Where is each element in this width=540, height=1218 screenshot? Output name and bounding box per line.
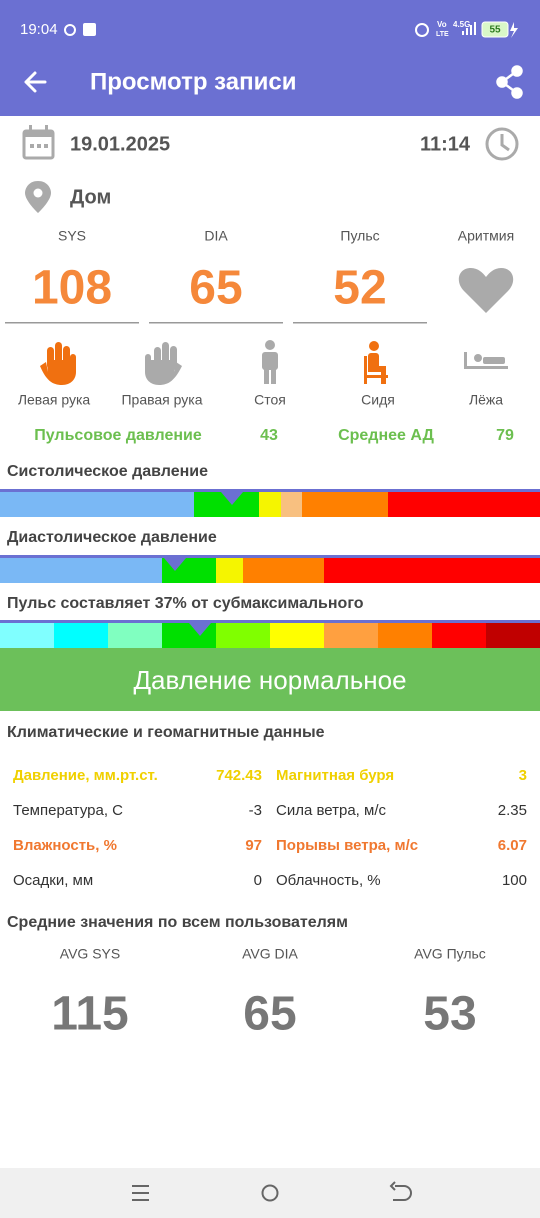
average-label: AVG SYS bbox=[60, 946, 120, 962]
mean-pressure-label: Среднее АД bbox=[338, 427, 434, 444]
position-label: Сидя bbox=[361, 392, 395, 408]
climate-value: 2.35 bbox=[498, 802, 527, 819]
volte-label: Vo bbox=[437, 20, 447, 29]
climate-label: Осадки, мм bbox=[13, 872, 93, 889]
signal-icon bbox=[462, 22, 476, 35]
left-hand-icon bbox=[40, 342, 76, 385]
nav-menu-button[interactable] bbox=[132, 1185, 149, 1201]
climate-value: 3 bbox=[519, 767, 527, 784]
average-label: AVG Пульс bbox=[414, 946, 486, 962]
field-underline bbox=[5, 322, 427, 324]
nav-back-button[interactable] bbox=[389, 1181, 412, 1201]
record-date: 19.01.2025 bbox=[70, 133, 170, 155]
status-time: 19:04 bbox=[20, 21, 58, 38]
lying-icon bbox=[464, 352, 508, 369]
climate-value: 97 bbox=[245, 837, 262, 854]
status-icon bbox=[83, 23, 96, 36]
status-icon bbox=[64, 24, 76, 36]
calendar-icon bbox=[22, 125, 55, 160]
scale-title: Диастолическое давление bbox=[7, 529, 217, 546]
climate-label: Порывы ветра, м/с bbox=[276, 837, 418, 854]
volte-label: LTE bbox=[436, 31, 449, 38]
location-icon bbox=[33, 188, 43, 198]
charging-icon bbox=[510, 22, 518, 38]
record-location: Дом bbox=[70, 186, 111, 208]
climate-label: Влажность, % bbox=[13, 837, 117, 854]
average-value: 115 bbox=[51, 988, 128, 1041]
reading-label: SYS bbox=[58, 228, 86, 244]
pulse-pressure-label: Пульсовое давление bbox=[34, 427, 202, 444]
average-label: AVG DIA bbox=[242, 946, 298, 962]
reading-value: 65 bbox=[189, 262, 242, 315]
nav-bar bbox=[0, 1168, 540, 1218]
clock-icon bbox=[485, 127, 519, 161]
average-value: 65 bbox=[243, 988, 296, 1041]
alarm-icon bbox=[415, 23, 429, 37]
climate-label: Давление, мм.рт.ст. bbox=[13, 767, 158, 784]
nav-home-button[interactable] bbox=[261, 1184, 279, 1202]
climate-label: Магнитная буря bbox=[276, 767, 394, 784]
reading-label: DIA bbox=[204, 228, 228, 244]
climate-value: 6.07 bbox=[498, 837, 527, 854]
scale-title: Систолическое давление bbox=[7, 463, 208, 480]
diastolic-scale bbox=[0, 555, 540, 583]
heart-icon bbox=[458, 268, 514, 313]
verdict-text: Давление нормальное bbox=[133, 665, 406, 695]
screen-title: Просмотр записи bbox=[90, 68, 297, 95]
reading-label: Пульс bbox=[340, 228, 379, 244]
record-time: 11:14 bbox=[420, 133, 471, 155]
back-button[interactable] bbox=[24, 71, 47, 93]
standing-icon bbox=[262, 340, 278, 384]
climate-label: Температура, С bbox=[13, 802, 123, 819]
position-label: Левая рука bbox=[18, 392, 91, 408]
mean-pressure-value: 79 bbox=[496, 427, 514, 444]
climate-value: 742.43 bbox=[216, 767, 262, 784]
share-button[interactable] bbox=[496, 65, 523, 99]
climate-label: Сила ветра, м/с bbox=[276, 802, 386, 819]
app-header bbox=[0, 0, 540, 116]
pulse-pressure-value: 43 bbox=[260, 427, 278, 444]
climate-title: Климатические и геомагнитные данные bbox=[7, 724, 325, 741]
arrhythmia-label: Аритмия bbox=[458, 228, 514, 244]
battery-level: 55 bbox=[489, 25, 501, 36]
climate-value: 100 bbox=[502, 872, 527, 889]
climate-value: -3 bbox=[249, 802, 262, 819]
network-label: 4.5G bbox=[453, 20, 470, 29]
pulse-scale bbox=[0, 620, 540, 648]
climate-label: Облачность, % bbox=[276, 872, 381, 889]
position-label: Правая рука bbox=[121, 392, 202, 408]
position-label: Лёжа bbox=[469, 392, 503, 408]
battery-icon bbox=[481, 21, 509, 38]
reading-value: 52 bbox=[333, 262, 386, 315]
scale-title: Пульс составляет 37% от субмаксимального bbox=[7, 595, 364, 612]
right-hand-icon bbox=[145, 342, 182, 385]
climate-table: Давление, мм.рт.ст. 742.43 Магнитная буря 3… bbox=[13, 767, 527, 889]
position-label: Стоя bbox=[254, 392, 286, 408]
climate-value: 0 bbox=[254, 872, 262, 889]
reading-value: 108 bbox=[32, 262, 112, 315]
sitting-icon bbox=[364, 341, 388, 384]
averages-title: Средние значения по всем пользователям bbox=[7, 914, 348, 931]
average-value: 53 bbox=[423, 988, 476, 1041]
verdict-banner bbox=[0, 648, 540, 711]
systolic-scale bbox=[0, 489, 540, 517]
